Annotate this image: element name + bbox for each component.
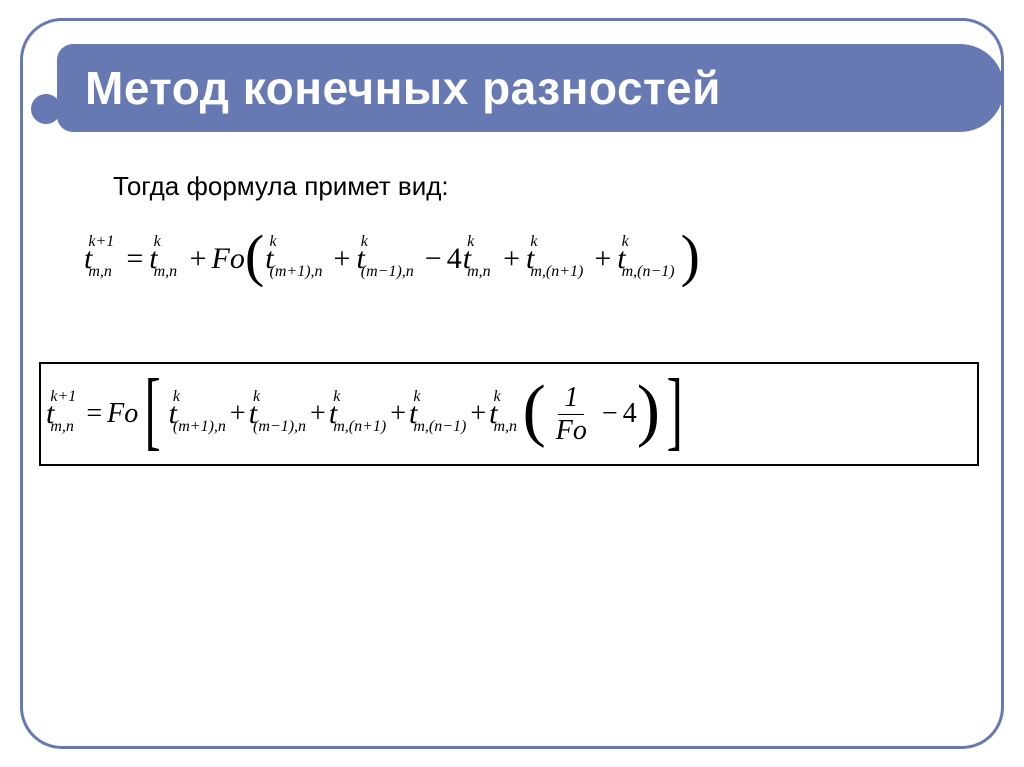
f2-t2: t k m,(n+1) (329, 399, 337, 429)
f1-t1: t k (m−1),n (356, 244, 364, 274)
lparen-med-icon: ( (522, 376, 545, 446)
f1-lhs: t k+1 m,n (84, 244, 92, 274)
content-area: Тогда формула примет вид: t k+1 m,n = t … (83, 171, 953, 466)
rparen-icon: ) (681, 227, 700, 285)
f1-t2: t k m,n (463, 244, 471, 274)
eq-sign: = (126, 244, 143, 274)
f2-t3: t k m,(n−1) (409, 399, 417, 429)
f2-t4: t k m,n (489, 399, 497, 429)
intro-text: Тогда формула примет вид: (113, 171, 953, 202)
title-bar: Метод конечных разностей (57, 44, 1004, 132)
factor-fo-2: Fo (107, 400, 138, 428)
f1-t0: t k (m+1),n (265, 244, 273, 274)
plus-sign: + (190, 244, 207, 274)
eq-sign: = (86, 400, 102, 428)
formula-2-box: t k+1 m,n = Fo [ t k (m+1),n + t k (39, 362, 979, 466)
slide-title: Метод конечных разностей (85, 61, 721, 115)
f1-r1: t k m,n (149, 244, 157, 274)
f2-t1: t k (m−1),n (249, 399, 257, 429)
f2-lhs: t k+1 m,n (46, 399, 54, 429)
formula-1: t k+1 m,n = t k m,n + Fo ( t k (m (83, 230, 953, 288)
slide-frame: Метод конечных разностей Тогда формула п… (20, 18, 1004, 749)
f2-t0: t k (m+1),n (169, 399, 177, 429)
f1-t3: t k m,(n+1) (526, 244, 534, 274)
fraction: 1 Fo (550, 382, 593, 447)
rbracket-icon: ] (667, 367, 683, 455)
lparen-icon: ( (245, 227, 264, 285)
f1-t4: t k m,(n−1) (617, 244, 625, 274)
rparen-med-icon: ) (637, 376, 660, 446)
factor-fo: Fo (212, 244, 245, 274)
lbracket-icon: [ (145, 367, 161, 455)
